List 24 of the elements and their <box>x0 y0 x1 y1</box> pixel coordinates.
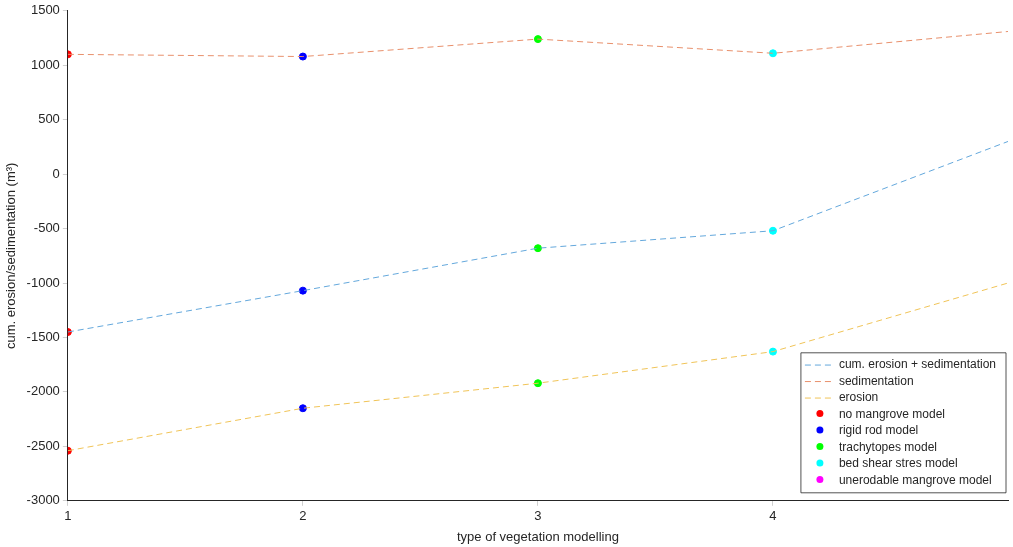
x-tick-label: 1 <box>64 508 72 524</box>
legend-label: sedimentation <box>838 373 914 388</box>
y-tick-label: 0 <box>52 165 60 181</box>
y-tick-label: -2500 <box>26 437 60 453</box>
legend-label: cum. erosion + sedimentation <box>838 357 997 372</box>
y-tick-label: 500 <box>38 111 60 127</box>
y-tick-label: -3000 <box>26 492 60 508</box>
y-tick-label: 1500 <box>30 2 60 18</box>
legend-label: trachytopes model <box>838 439 937 454</box>
y-tick-label: -1000 <box>26 274 60 290</box>
y-axis-title: cum. erosion/sedimentation (m³) <box>3 162 19 349</box>
y-tick-label: -1500 <box>26 329 60 345</box>
legend-label: unerodable mangrove model <box>838 472 992 487</box>
y-tick-label: 1000 <box>30 56 60 72</box>
x-tick-label: 2 <box>299 508 307 524</box>
legend-label: rigid rod model <box>838 423 919 438</box>
legend-label: no mangrove model <box>838 406 945 421</box>
x-tick-label: 3 <box>534 508 542 524</box>
legend-label: bed shear stres model <box>838 456 958 471</box>
x-tick-label: 4 <box>769 508 777 524</box>
y-tick-label: -500 <box>33 220 60 236</box>
x-axis-title: type of vegetation modelling <box>456 528 619 544</box>
y-tick-label: -2000 <box>26 383 60 399</box>
legend-label: erosion <box>838 390 879 405</box>
